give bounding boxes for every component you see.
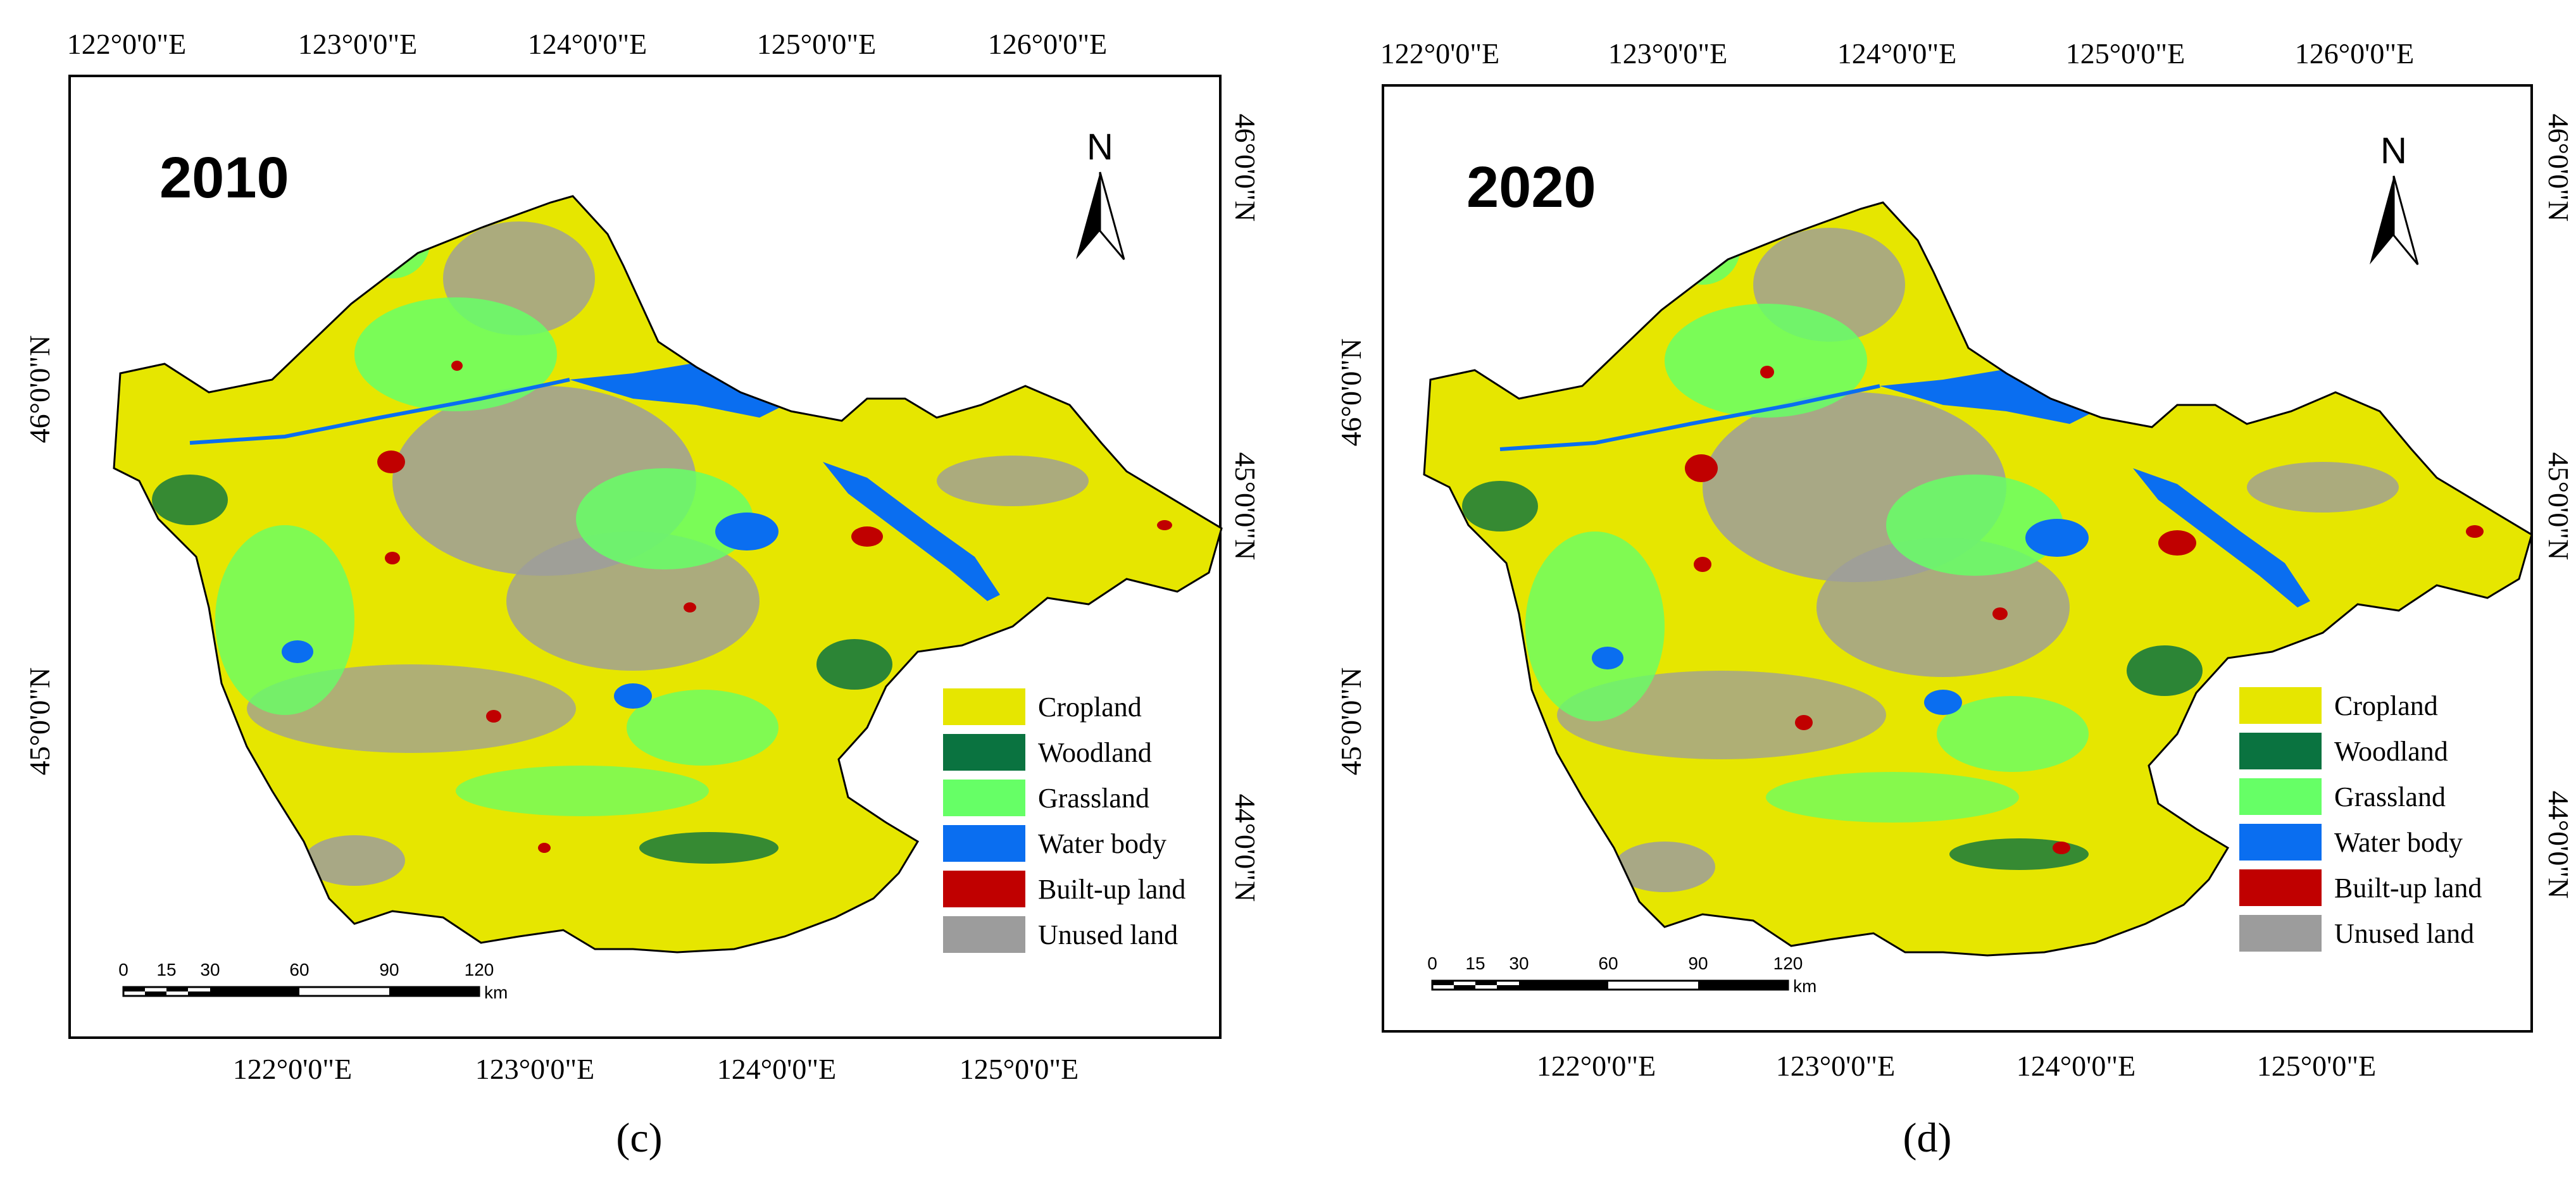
legend-swatch-woodland	[943, 734, 1025, 771]
bottom-lon-label: 123°0'0"E	[475, 1053, 595, 1085]
legend-swatch-built-up-land	[943, 871, 1025, 907]
panel-caption: (c)	[616, 1115, 662, 1161]
map-frame	[68, 75, 1222, 1039]
north-arrow-icon: N	[2370, 130, 2419, 265]
year-label: 2020	[1466, 155, 1596, 220]
map-panel-2010: 122°0'0"E 123°0'0"E 124°0'0"E 125°0'0"E …	[0, 0, 1288, 1184]
bottom-lon-label: 122°0'0"E	[1537, 1050, 1656, 1082]
scale-tick-label: 0	[118, 960, 128, 979]
right-lat-label: 44°0'0"N	[1229, 794, 1261, 902]
right-lat-label: 45°0'0"N	[1229, 452, 1261, 561]
scale-tick-label: 120	[1773, 954, 1803, 973]
bottom-lon-label: 124°0'0"E	[717, 1053, 837, 1085]
left-lat-label: 45°0'0"N	[1335, 668, 1367, 776]
legend-swatch-cropland	[943, 688, 1025, 725]
legend: Cropland Woodland Grassland Water body B…	[2239, 687, 2482, 952]
legend-swatch-grassland	[2239, 778, 2322, 815]
top-lon-label: 123°0'0"E	[298, 28, 418, 60]
right-lat-label: 45°0'0"N	[2542, 452, 2575, 561]
legend-swatch-water-body	[2239, 824, 2322, 861]
legend-label: Built-up land	[2334, 873, 2482, 904]
top-lon-label: 126°0'0"E	[2295, 37, 2415, 70]
legend-swatch-built-up-land	[2239, 869, 2322, 906]
legend-label: Water body	[2334, 827, 2463, 858]
map-svg-2010: 122°0'0"E 123°0'0"E 124°0'0"E 125°0'0"E …	[23, 28, 1261, 1161]
legend-swatch-grassland	[943, 780, 1025, 816]
bottom-lon-label: 123°0'0"E	[1776, 1050, 1896, 1082]
right-lat-label: 46°0'0"N	[2542, 114, 2575, 222]
left-lat-label: 46°0'0"N	[23, 335, 56, 444]
legend-swatch-woodland	[2239, 733, 2322, 769]
scale-tick-label: 90	[379, 960, 399, 979]
right-lat-label: 44°0'0"N	[2542, 791, 2575, 899]
legend-swatch-cropland	[2239, 687, 2322, 724]
bottom-lon-label: 125°0'0"E	[960, 1053, 1079, 1085]
map-frame	[1382, 84, 2533, 1033]
scale-tick-label: 60	[289, 960, 309, 979]
legend-label: Water body	[1038, 828, 1166, 859]
legend: Cropland Woodland Grassland Water body B…	[943, 688, 1185, 953]
bottom-lon-label: 125°0'0"E	[2257, 1050, 2377, 1082]
scale-unit: km	[484, 983, 508, 1002]
panel-caption: (d)	[1903, 1115, 1952, 1161]
legend-swatch-water-body	[943, 825, 1025, 862]
legend-swatch-unused-land	[943, 916, 1025, 953]
legend-label: Grassland	[1038, 783, 1149, 814]
scale-tick-label: 15	[156, 960, 176, 979]
scale-tick-label: 120	[465, 960, 494, 979]
scale-tick-label: 90	[1688, 954, 1708, 973]
top-lon-label: 125°0'0"E	[2066, 37, 2185, 70]
top-lon-label: 126°0'0"E	[988, 28, 1108, 60]
legend-label: Cropland	[2334, 690, 2438, 721]
scale-bar: 0 15 30 60 90 120 km	[1427, 954, 1816, 996]
scale-tick-label: 0	[1427, 954, 1437, 973]
right-lat-label: 46°0'0"N	[1229, 114, 1261, 222]
legend-label: Built-up land	[1038, 874, 1185, 905]
left-lat-label: 46°0'0"N	[1335, 339, 1367, 447]
left-lat-label: 45°0'0"N	[23, 668, 56, 776]
top-lon-label: 123°0'0"E	[1608, 37, 1728, 70]
legend-label: Woodland	[2334, 736, 2448, 767]
bottom-lon-label: 122°0'0"E	[233, 1053, 353, 1085]
legend-swatch-unused-land	[2239, 915, 2322, 952]
top-lon-label: 124°0'0"E	[528, 28, 647, 60]
legend-label: Unused land	[1038, 919, 1178, 950]
scale-tick-label: 15	[1465, 954, 1485, 973]
scale-unit: km	[1793, 976, 1816, 996]
scale-bar: 0 15 30 60 90 120 km	[118, 960, 508, 1002]
scale-tick-label: 30	[1509, 954, 1529, 973]
top-lon-label: 125°0'0"E	[757, 28, 877, 60]
legend-label: Grassland	[2334, 781, 2446, 812]
legend-label: Woodland	[1038, 737, 1152, 768]
scale-tick-label: 30	[200, 960, 220, 979]
top-lon-label: 124°0'0"E	[1837, 37, 1957, 70]
map-svg-2020: 122°0'0"E 123°0'0"E 124°0'0"E 125°0'0"E …	[1335, 37, 2575, 1161]
top-lon-label: 122°0'0"E	[67, 28, 187, 60]
top-lon-label: 122°0'0"E	[1380, 37, 1500, 70]
north-label: N	[2380, 130, 2407, 171]
legend-label: Cropland	[1038, 692, 1142, 723]
bottom-lon-label: 124°0'0"E	[2016, 1050, 2136, 1082]
year-label: 2010	[159, 146, 289, 210]
map-panel-2020: 122°0'0"E 123°0'0"E 124°0'0"E 125°0'0"E …	[1288, 0, 2576, 1184]
north-label: N	[1087, 127, 1113, 168]
scale-tick-label: 60	[1598, 954, 1618, 973]
legend-label: Unused land	[2334, 918, 2474, 949]
north-arrow-icon: N	[1076, 127, 1125, 260]
